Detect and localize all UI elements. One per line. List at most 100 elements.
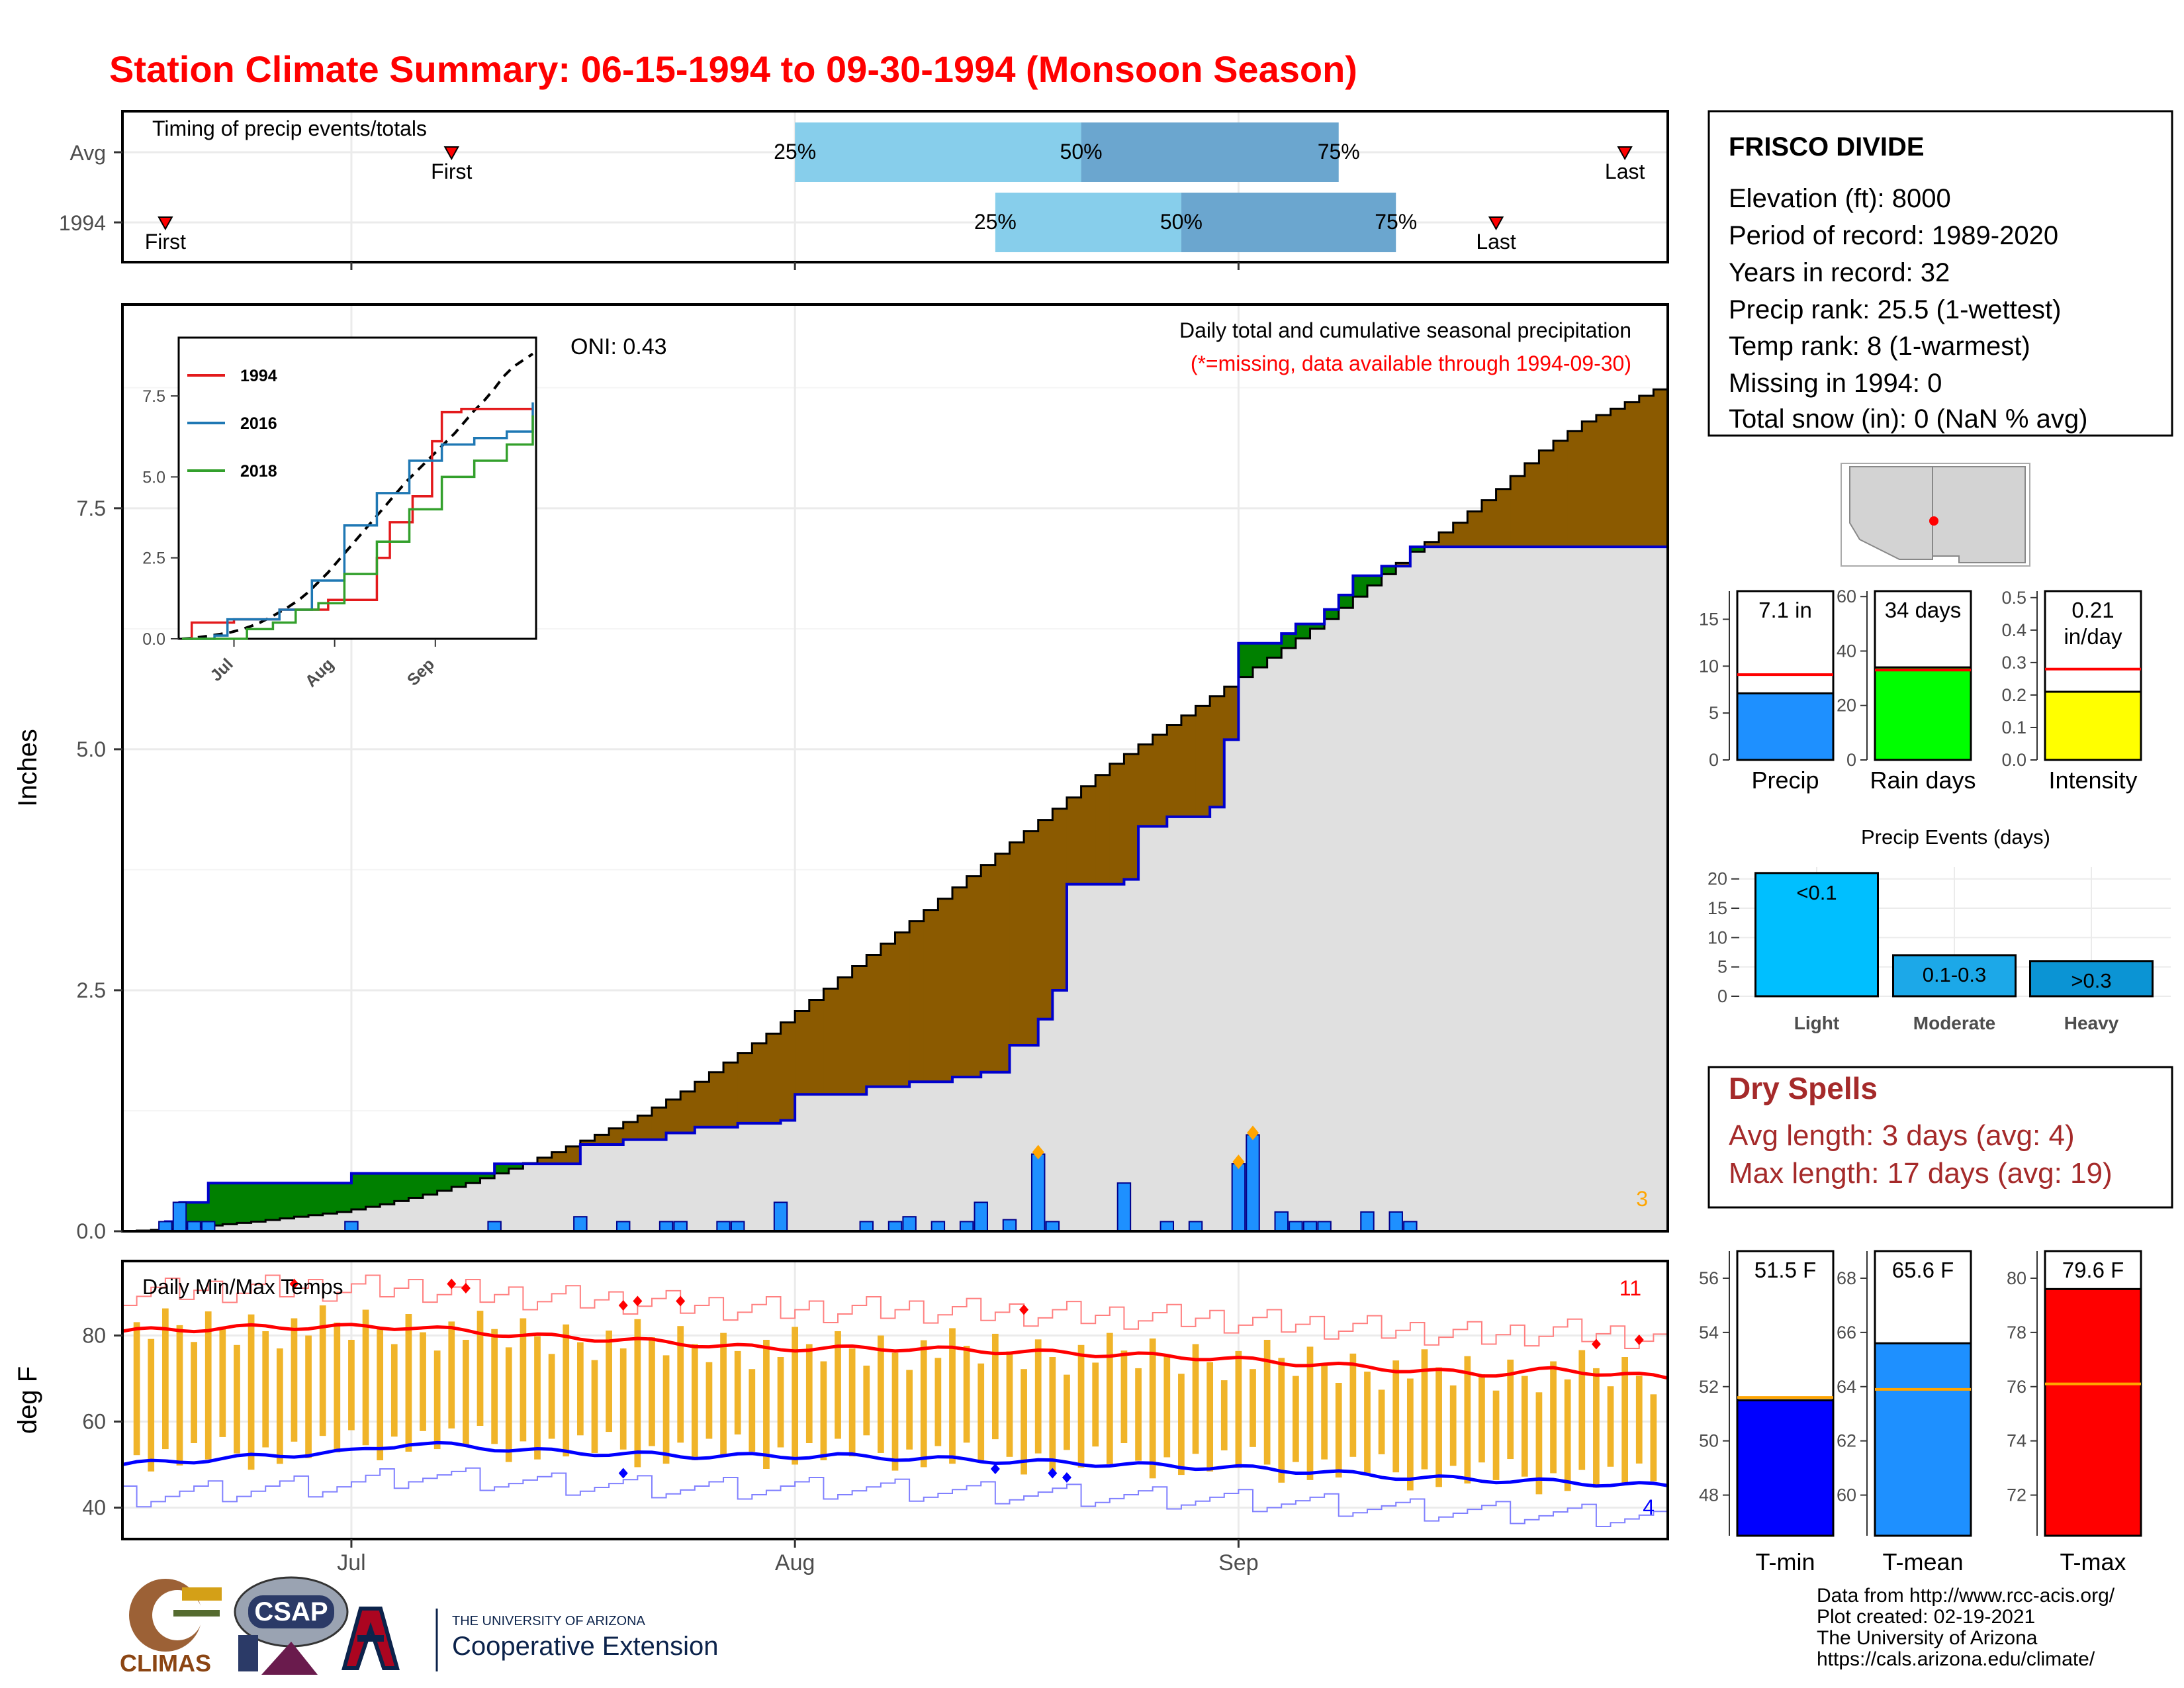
temp-stat-bars: 48 50 52 54 56 51.5 F T-min 60 62 64 66 68 65.6 F T-m… — [1699, 1250, 2142, 1575]
record-high-marker — [633, 1295, 643, 1307]
surplus-area — [451, 1173, 467, 1188]
oni-label: ONI: 0.43 — [570, 334, 667, 359]
deficit-area — [1424, 541, 1439, 547]
avg-min-line — [122, 1440, 1668, 1488]
daily-temp-bar — [205, 1311, 212, 1460]
temp-panel-label: Daily Min/Max Temps — [142, 1275, 343, 1299]
daily-temp-bar — [619, 1348, 627, 1450]
daily-temp-bar — [863, 1366, 870, 1436]
record-high-marker — [1019, 1304, 1029, 1315]
stat-label: Intensity — [2048, 767, 2137, 794]
deficit-area — [566, 1146, 581, 1164]
deficit-area — [1052, 808, 1068, 990]
deficit-area — [880, 943, 895, 1087]
deficit-area — [1210, 696, 1225, 808]
stat-tick-label: 0 — [1709, 750, 1719, 770]
surplus-area — [408, 1173, 424, 1198]
daily-temp-bar — [1635, 1376, 1643, 1464]
surplus-area — [337, 1183, 352, 1212]
deficit-area — [1439, 532, 1454, 547]
daily-precip-bar — [1289, 1221, 1303, 1232]
daily-precip-bar — [673, 1221, 688, 1232]
daily-temp-bar — [1192, 1344, 1199, 1454]
event-bar — [2029, 960, 2154, 998]
daily-temp-bar — [991, 1333, 999, 1440]
deficit-area — [1481, 500, 1497, 547]
daily-temp-bar — [1120, 1350, 1128, 1443]
q75-label: 75% — [1318, 140, 1360, 164]
extreme-precip-marker — [1032, 1145, 1044, 1160]
daily-temp-bar — [835, 1331, 841, 1439]
record-high-line — [122, 1274, 1668, 1349]
events-title: Precip Events (days) — [1861, 825, 2050, 849]
daily-precip-bar — [1317, 1221, 1332, 1232]
deficit-area — [1524, 463, 1539, 547]
daily-temp-bar — [1521, 1376, 1528, 1477]
daily-temp-bar — [1321, 1364, 1328, 1460]
deficit-area — [680, 1091, 696, 1133]
surplus-area — [508, 1164, 523, 1169]
stat-value-bar — [2044, 690, 2142, 761]
deficit-area — [1582, 421, 1597, 547]
surplus-area — [1353, 575, 1368, 597]
station-line: Total snow (in): 0 (NaN % avg) — [1729, 404, 2087, 434]
daily-temp-bar — [720, 1333, 727, 1456]
ua-logo-small: THE UNIVERSITY OF ARIZONA — [452, 1614, 646, 1628]
q25-label: 25% — [974, 210, 1017, 234]
deficit-area — [551, 1152, 567, 1164]
precip-missing-note: (*=missing, data available through 1994-… — [1191, 352, 1631, 375]
surplus-area — [194, 1202, 209, 1227]
first-marker-label: First — [145, 230, 186, 254]
temp-stat-tick-label: 74 — [2007, 1431, 2026, 1451]
deficit-area — [1396, 563, 1411, 567]
surplus-area — [351, 1173, 367, 1209]
daily-temp-bar — [949, 1328, 956, 1464]
surplus-area — [322, 1183, 338, 1214]
daily-temp-bar — [1364, 1372, 1371, 1476]
event-bar-label: 0.1-0.3 — [1923, 963, 1987, 986]
temp-stat-label: T-min — [1756, 1548, 1815, 1575]
deficit-area — [838, 977, 853, 1095]
surplus-area — [394, 1173, 409, 1201]
temp-stat-tick-label: 60 — [1837, 1485, 1856, 1505]
station-line: Period of record: 1989-2020 — [1729, 221, 2058, 250]
surplus-area — [1338, 594, 1353, 608]
avg-max-line — [122, 1323, 1668, 1380]
deficit-area — [666, 1099, 681, 1133]
stat-tick-label: 0.4 — [2001, 620, 2026, 640]
daily-temp-bar — [248, 1314, 255, 1470]
daily-temp-bar — [1550, 1361, 1557, 1474]
surplus-area — [1267, 643, 1282, 658]
daily-temp-bar — [576, 1342, 584, 1436]
deficit-area — [1138, 744, 1154, 827]
inset-y-tick-label: 0.0 — [142, 630, 165, 649]
deficit-area — [1038, 820, 1053, 1019]
surplus-area — [236, 1183, 252, 1223]
surplus-area — [480, 1173, 495, 1178]
logo-climas: CLIMAS — [120, 1579, 222, 1677]
temp-stat-tick-label: 80 — [2007, 1268, 2026, 1288]
daily-precip-bar — [573, 1216, 588, 1232]
deficit-area — [709, 1072, 724, 1127]
daily-precip-bar — [1302, 1221, 1318, 1232]
footer-line: Data from http://www.rcc-acis.org/ — [1817, 1585, 2115, 1607]
daily-precip-bar — [859, 1221, 874, 1232]
daily-temp-bar — [891, 1352, 899, 1471]
quartile-box-upper — [1081, 122, 1339, 182]
daily-temp-bar — [505, 1347, 512, 1462]
daily-temp-bar — [677, 1326, 684, 1443]
daily-temp-bar — [1564, 1379, 1571, 1491]
timing-row-avg-label: Avg — [69, 141, 106, 165]
record-low-marker — [990, 1464, 1000, 1474]
deficit-area — [981, 865, 996, 1072]
daily-precip-bar — [931, 1221, 946, 1232]
daily-temp-bar — [305, 1335, 312, 1458]
deficit-area — [923, 910, 938, 1082]
daily-temp-bar — [334, 1323, 341, 1453]
daily-temp-bar — [491, 1329, 498, 1444]
daily-temp-bar — [291, 1318, 298, 1442]
daily-temp-bar — [649, 1337, 655, 1446]
temp-stat-tick-label: 72 — [2007, 1485, 2026, 1505]
deficit-area — [1066, 797, 1082, 884]
daily-temp-bar — [534, 1336, 541, 1460]
